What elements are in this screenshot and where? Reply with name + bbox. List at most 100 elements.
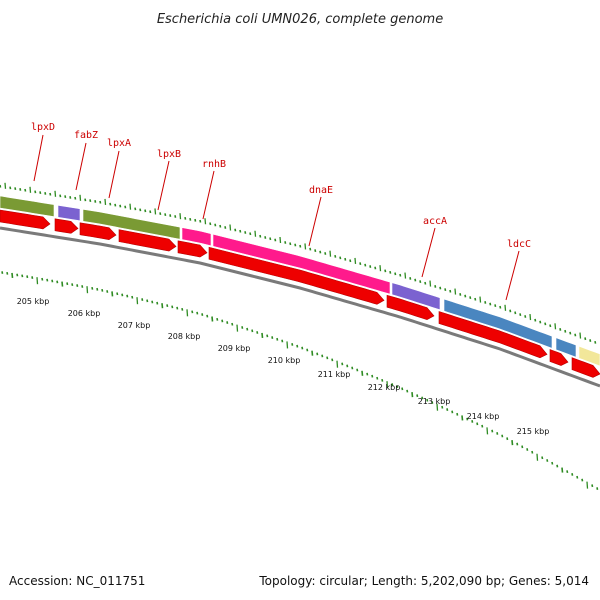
inner-tick-mark bbox=[26, 275, 29, 279]
outer-tick-mark bbox=[119, 204, 122, 208]
outer-tick-mark bbox=[419, 280, 422, 284]
scale-label: 206 kbp bbox=[68, 309, 101, 318]
outer-tick-mark bbox=[324, 252, 327, 255]
feature-block bbox=[443, 298, 553, 349]
inner-tick-mark bbox=[136, 297, 139, 305]
gene-label-leader bbox=[75, 142, 87, 191]
outer-tick-mark bbox=[549, 324, 552, 328]
inner-tick-mark bbox=[111, 291, 114, 297]
inner-tick-mark bbox=[316, 352, 319, 356]
outer-tick-mark bbox=[364, 263, 367, 267]
inner-tick-mark bbox=[496, 432, 499, 435]
inner-tick-mark bbox=[516, 442, 519, 446]
outer-tick-mark bbox=[104, 198, 107, 206]
outer-tick-mark bbox=[294, 243, 297, 247]
inner-tick-mark bbox=[386, 381, 389, 389]
inner-tick-mark bbox=[141, 298, 144, 301]
inner-tick-mark bbox=[556, 464, 559, 468]
inner-tick-mark bbox=[96, 287, 99, 291]
inner-tick-mark bbox=[126, 294, 129, 298]
outer-tick-mark bbox=[64, 195, 67, 199]
inner-tick-mark bbox=[66, 282, 69, 286]
inner-tick-mark bbox=[351, 366, 354, 370]
outer-tick-mark bbox=[54, 190, 57, 197]
inner-tick-mark bbox=[251, 329, 254, 333]
inner-tick-mark bbox=[431, 401, 434, 405]
outer-tick-mark bbox=[544, 322, 547, 326]
inner-tick-mark bbox=[86, 286, 89, 294]
cds-arrow bbox=[54, 218, 79, 234]
scale-label: 208 kbp bbox=[168, 332, 201, 341]
outer-tick-mark bbox=[189, 217, 192, 221]
inner-tick-mark bbox=[501, 434, 504, 438]
outer-tick-mark bbox=[164, 213, 167, 217]
gene-label-group: lpxD fabZ lpxA lpxB rnhB dnaE accA ldcC bbox=[31, 122, 531, 301]
inner-tick-mark bbox=[216, 317, 219, 321]
inner-tick-mark bbox=[146, 299, 149, 303]
inner-tick-mark bbox=[531, 450, 534, 454]
outer-tick-mark bbox=[129, 203, 132, 210]
inner-tick-mark bbox=[451, 410, 454, 414]
inner-tick-mark bbox=[76, 284, 79, 287]
outer-tick-mark bbox=[404, 272, 407, 279]
outer-tick-mark bbox=[289, 242, 292, 246]
outer-tick-mark bbox=[269, 237, 272, 241]
gene-label: dnaE bbox=[309, 185, 333, 196]
inner-tick-mark bbox=[166, 304, 169, 308]
inner-tick-mark bbox=[596, 487, 599, 490]
inner-tick-mark bbox=[91, 286, 94, 290]
outer-tick-mark bbox=[454, 288, 457, 295]
outer-tick-mark bbox=[4, 182, 7, 189]
outer-tick-mark bbox=[299, 244, 302, 248]
inner-tick-mark bbox=[586, 481, 589, 489]
scale-label: 211 kbp bbox=[318, 370, 351, 379]
inner-tick-mark bbox=[341, 362, 344, 366]
inner-tick-mark bbox=[506, 437, 509, 441]
outer-tick-mark bbox=[574, 333, 577, 337]
inner-tick-mark bbox=[376, 376, 379, 380]
feature-track bbox=[0, 195, 600, 367]
inner-tick-mark bbox=[541, 456, 544, 460]
gene-label-leader bbox=[308, 196, 322, 247]
outer-tick-mark bbox=[334, 254, 337, 258]
inner-tick-mark bbox=[201, 313, 204, 316]
inner-tick-mark bbox=[6, 271, 9, 275]
inner-tick-mark bbox=[481, 424, 484, 428]
feature-block bbox=[391, 282, 441, 311]
outer-tick-mark bbox=[344, 257, 347, 261]
scale-label: 212 kbp bbox=[368, 383, 401, 392]
gene-label-leader bbox=[108, 150, 120, 199]
outer-tick-mark bbox=[319, 250, 322, 254]
outer-tick-mark bbox=[0, 184, 2, 188]
inner-tick-mark bbox=[161, 303, 164, 309]
outer-tick-mark bbox=[439, 286, 442, 290]
scale-label: 213 kbp bbox=[418, 397, 451, 406]
outer-tick-mark bbox=[244, 231, 247, 234]
inner-tick-mark bbox=[31, 276, 34, 279]
outer-tick-mark bbox=[84, 198, 87, 202]
outer-tick-mark bbox=[529, 314, 532, 321]
feature-block bbox=[181, 227, 212, 247]
outer-tick-mark bbox=[349, 259, 352, 263]
outer-tick-mark bbox=[589, 339, 592, 342]
outer-tick-mark bbox=[139, 208, 142, 212]
outer-tick-mark bbox=[19, 188, 22, 191]
inner-tick-mark bbox=[206, 314, 209, 318]
outer-tick-mark bbox=[254, 230, 257, 237]
outer-tick-mark bbox=[449, 289, 452, 293]
cds-arrow bbox=[386, 294, 435, 320]
inner-tick-mark bbox=[276, 337, 279, 341]
scale-label: 214 kbp bbox=[467, 412, 500, 421]
scale-label: 207 kbp bbox=[118, 321, 151, 330]
inner-tick-mark bbox=[356, 368, 359, 372]
outer-tick-mark bbox=[34, 190, 37, 194]
gene-label-leader bbox=[33, 134, 44, 182]
inner-tick-mark bbox=[566, 470, 569, 474]
inner-tick-mark bbox=[176, 306, 179, 310]
inner-tick-mark bbox=[121, 293, 124, 297]
outer-tick-mark bbox=[79, 194, 82, 201]
cds-arrow bbox=[438, 311, 548, 359]
outer-tick-mark bbox=[509, 309, 512, 313]
outer-tick-mark bbox=[229, 224, 232, 231]
